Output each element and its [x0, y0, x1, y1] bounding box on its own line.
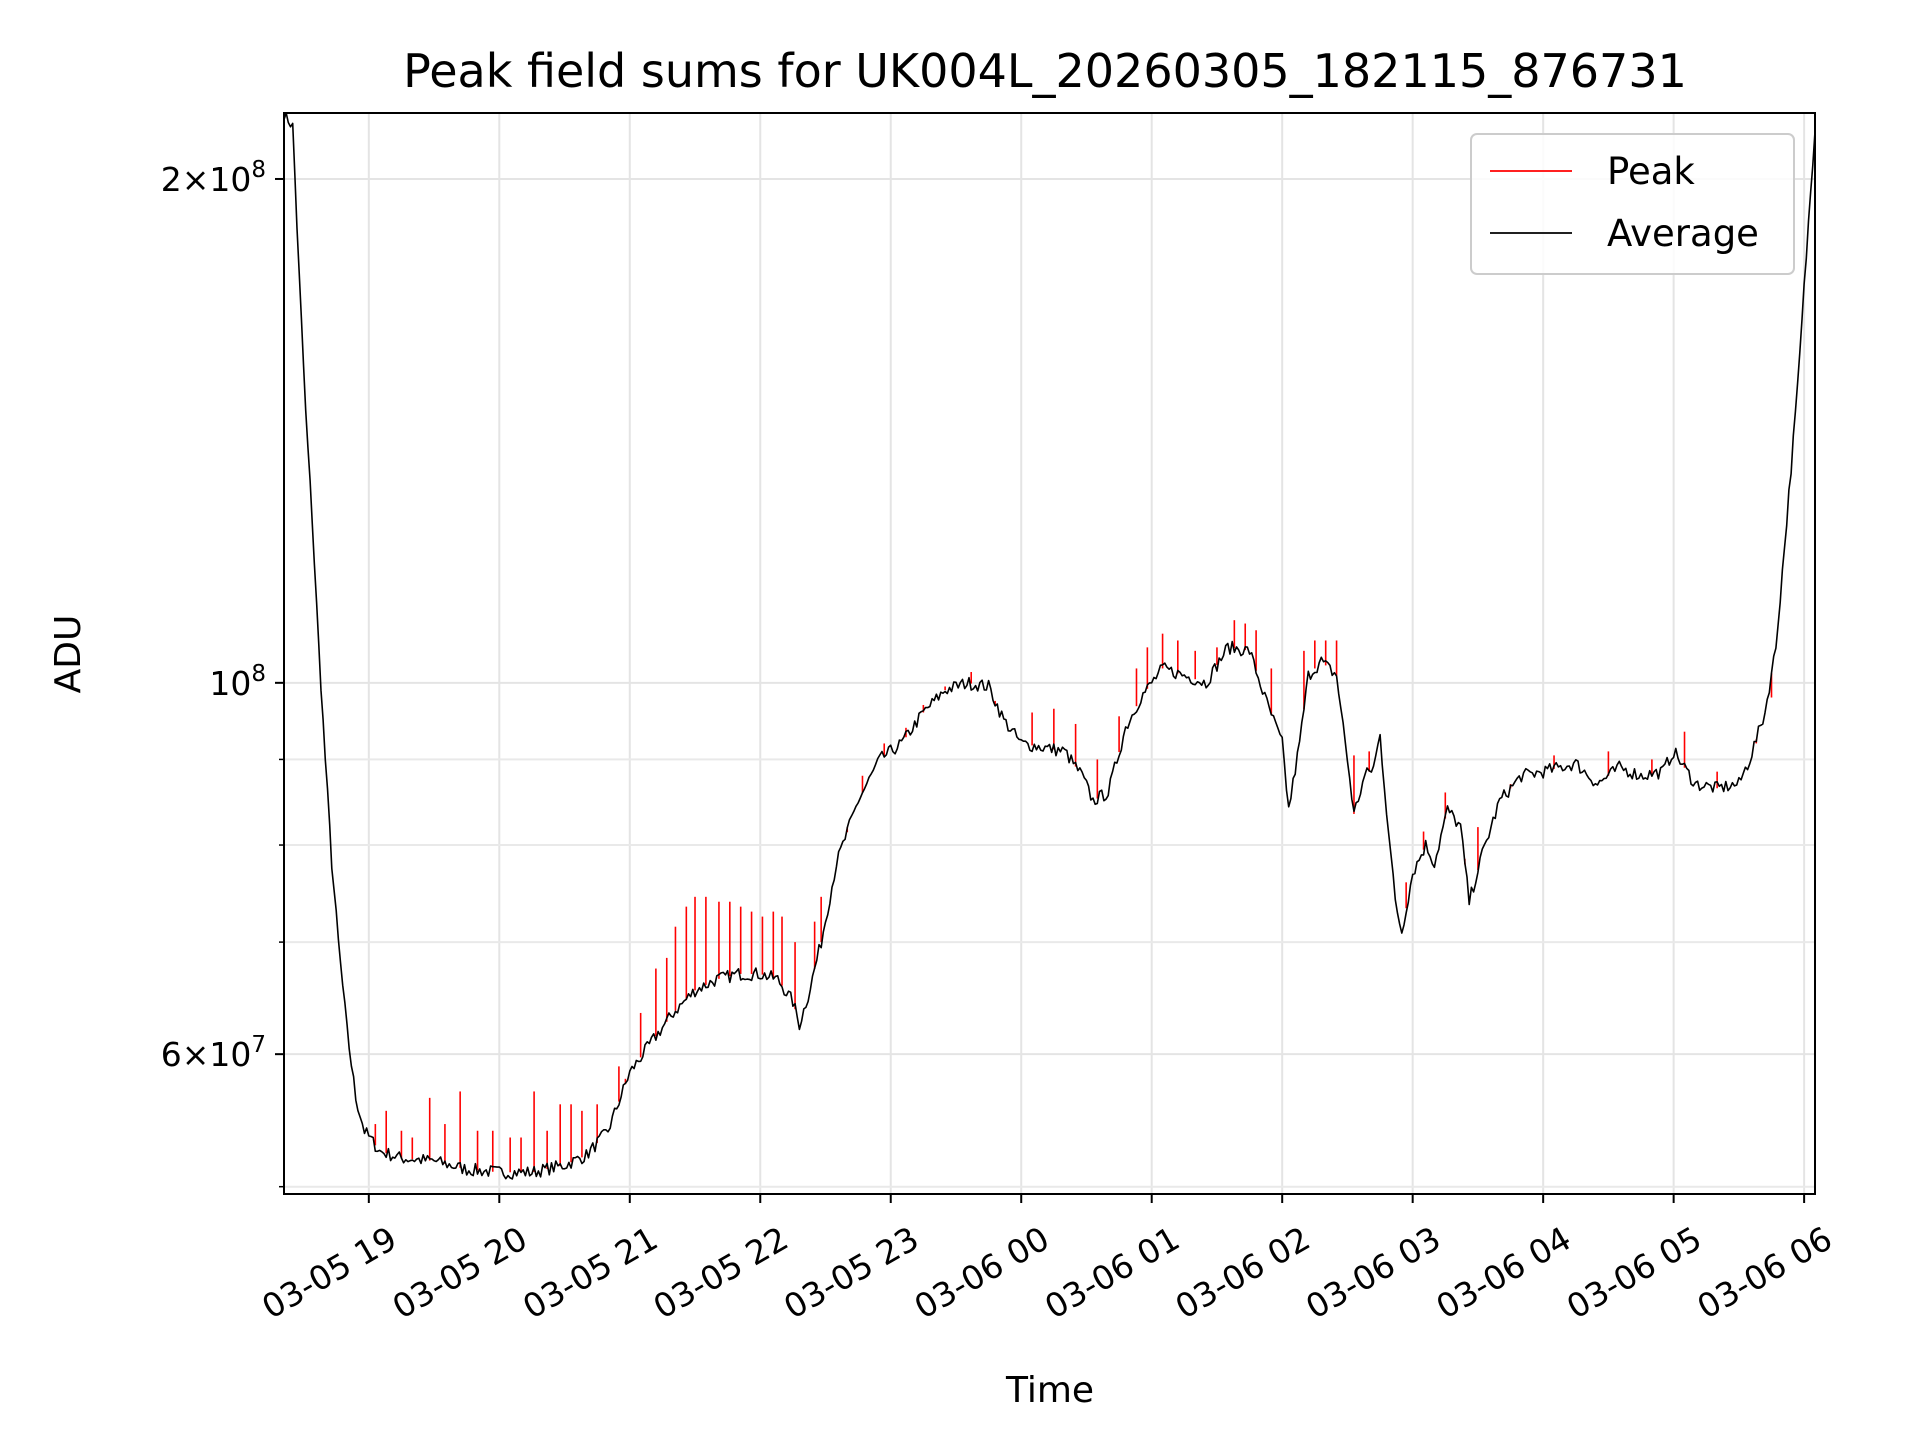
x-tick-label: 03-06 03	[1299, 1219, 1447, 1327]
y-axis: 6×107 108 2×108	[161, 157, 284, 1188]
y-tick-label: 6×107	[161, 1032, 266, 1074]
y-tick-exponent: 7	[251, 1032, 266, 1058]
x-tick-label: 03-05 19	[255, 1219, 403, 1327]
y-tick-label: 108	[209, 661, 266, 703]
peak-series	[374, 620, 1773, 1173]
x-tick-label: 03-06 05	[1560, 1219, 1708, 1327]
x-tick-label: 03-06 06	[1691, 1219, 1839, 1327]
x-tick-label: 03-06 04	[1430, 1219, 1578, 1327]
x-tick-label: 03-05 21	[516, 1219, 664, 1327]
average-series-line	[283, 112, 1816, 1180]
legend: Peak Average	[1470, 133, 1795, 275]
x-tick-label: 03-05 20	[386, 1219, 534, 1327]
chart-title: Peak field sums for UK004L_20260305_1821…	[403, 44, 1687, 98]
x-axis-label: Time	[1005, 1370, 1094, 1411]
y-tick-exponent: 8	[251, 661, 266, 687]
grid	[284, 113, 1815, 1194]
x-tick-label: 03-05 23	[777, 1219, 925, 1327]
x-tick-label: 03-06 02	[1169, 1219, 1317, 1327]
y-axis-label: ADU	[48, 615, 89, 694]
legend-label-peak: Peak	[1607, 150, 1695, 193]
y-tick-label: 2×108	[161, 157, 266, 199]
x-tick-label: 03-06 01	[1038, 1219, 1186, 1327]
legend-box	[1470, 133, 1795, 275]
y-tick-mantissa: 2	[161, 160, 182, 199]
plot-frame	[283, 112, 1816, 1195]
x-tick-label: 03-05 22	[647, 1219, 795, 1327]
legend-label-average: Average	[1607, 212, 1759, 255]
x-tick-label: 03-06 00	[908, 1219, 1056, 1327]
y-tick-mantissa: 6	[161, 1035, 182, 1074]
y-tick-exponent: 8	[251, 157, 266, 183]
